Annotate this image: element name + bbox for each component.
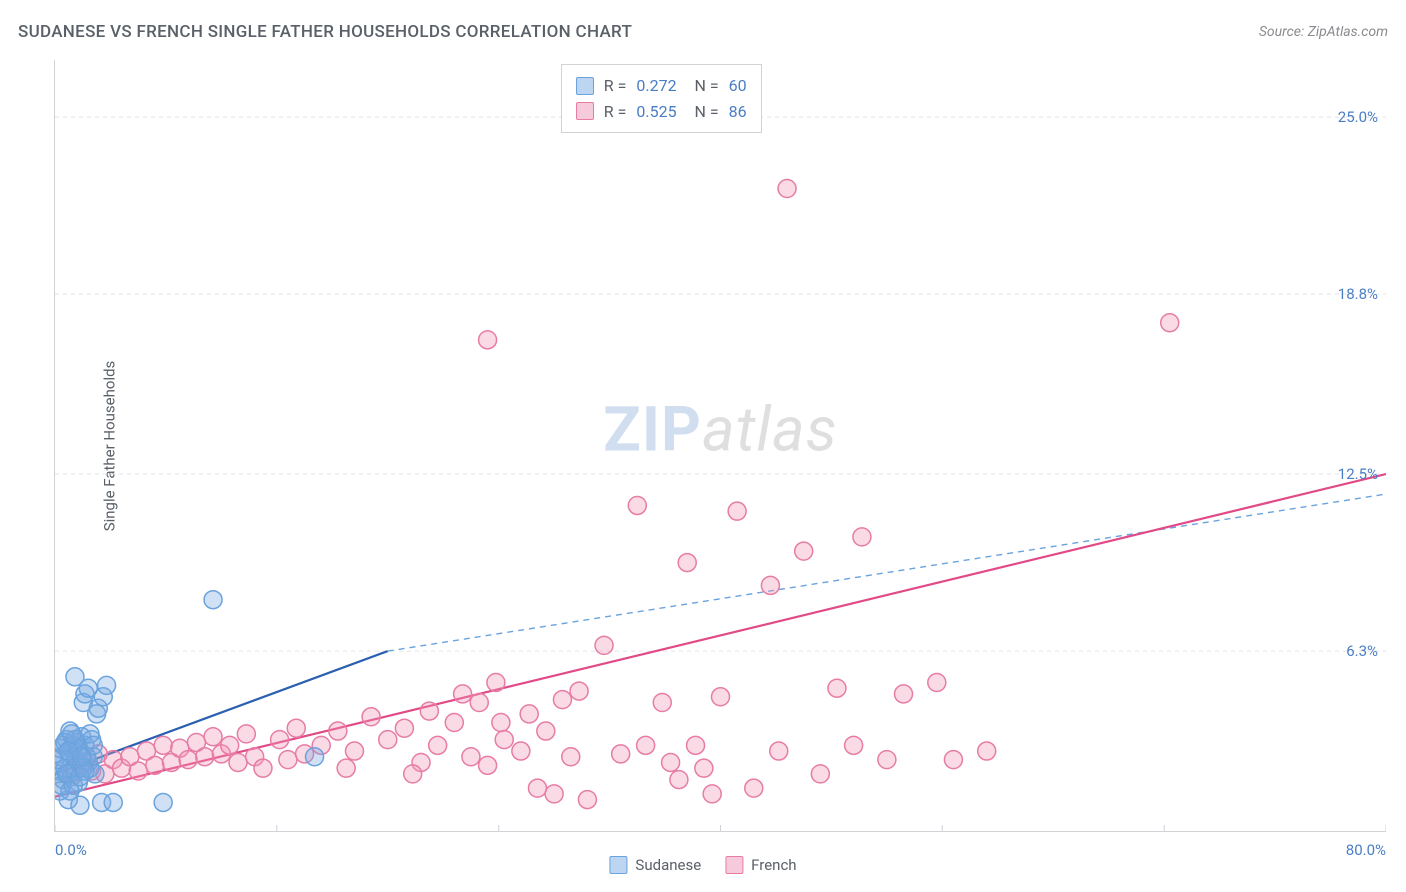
bottom-legend: Sudanese French bbox=[609, 856, 796, 874]
x-tick-min: 0.0% bbox=[55, 841, 87, 859]
stats-r-label: R = bbox=[604, 99, 627, 125]
stats-legend-box: R = 0.272 N = 60 R = 0.525 N = 86 bbox=[561, 64, 762, 133]
swatch-icon bbox=[609, 856, 627, 874]
swatch-icon bbox=[725, 856, 743, 874]
stats-row-french: R = 0.525 N = 86 bbox=[576, 99, 747, 125]
stats-n-label: N = bbox=[687, 99, 719, 125]
stats-r-label: R = bbox=[604, 73, 627, 99]
y-tick-label: 6.3% bbox=[1346, 642, 1378, 660]
legend-item-sudanese: Sudanese bbox=[609, 856, 701, 874]
stats-n-value: 86 bbox=[729, 99, 747, 125]
y-tick-label: 12.5% bbox=[1338, 465, 1378, 483]
legend-item-french: French bbox=[725, 856, 796, 874]
plot-container: ZIPatlas R = 0.272 N = 60 R = 0.525 N = … bbox=[54, 60, 1386, 832]
stats-n-label: N = bbox=[687, 73, 719, 99]
stats-row-sudanese: R = 0.272 N = 60 bbox=[576, 73, 747, 99]
stats-r-value: 0.525 bbox=[636, 99, 676, 125]
swatch-icon bbox=[576, 77, 594, 95]
plot-area: ZIPatlas R = 0.272 N = 60 R = 0.525 N = … bbox=[54, 60, 1386, 832]
scatter-plot-svg bbox=[55, 60, 1386, 831]
source-label: Source: ZipAtlas.com bbox=[1259, 24, 1388, 40]
y-tick-label: 18.8% bbox=[1338, 285, 1378, 303]
legend-label: Sudanese bbox=[635, 856, 701, 874]
legend-label: French bbox=[751, 856, 796, 874]
swatch-icon bbox=[576, 102, 594, 120]
chart-title: SUDANESE VS FRENCH SINGLE FATHER HOUSEHO… bbox=[18, 22, 632, 42]
chart-header: SUDANESE VS FRENCH SINGLE FATHER HOUSEHO… bbox=[18, 22, 1388, 42]
stats-n-value: 60 bbox=[729, 73, 747, 99]
x-tick-max: 80.0% bbox=[1346, 841, 1386, 859]
stats-r-value: 0.272 bbox=[636, 73, 676, 99]
y-tick-label: 25.0% bbox=[1338, 108, 1378, 126]
